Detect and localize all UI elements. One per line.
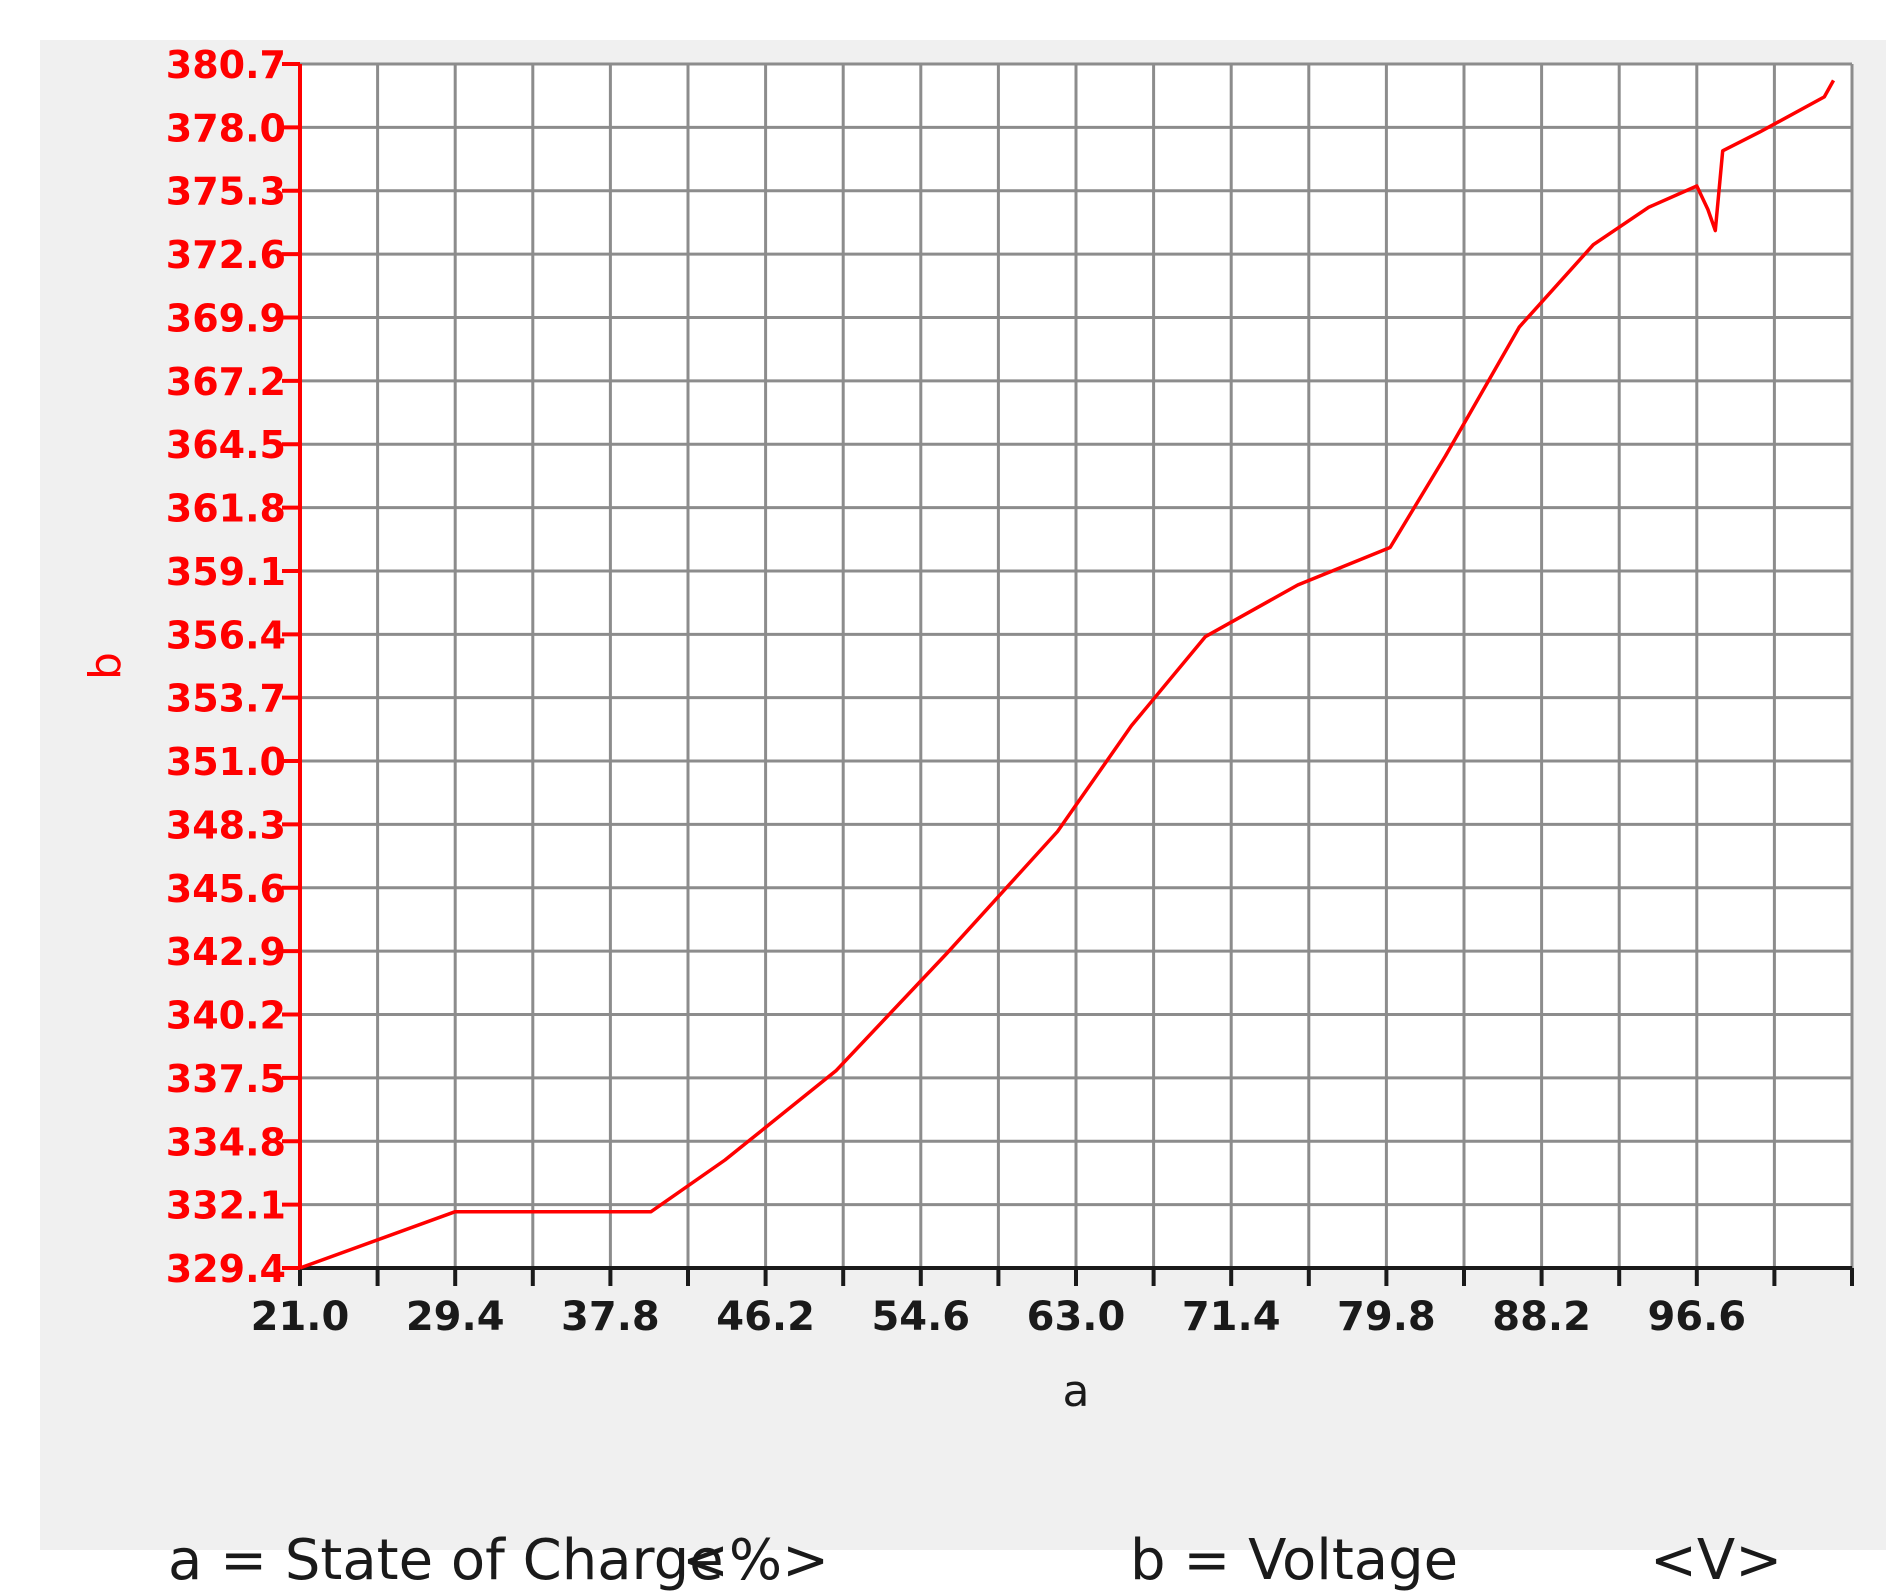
x-tick-label: 21.0 [251,1294,350,1340]
legend-a-label: a = State of Charge [168,1528,724,1593]
y-tick-label: 329.4 [166,1247,286,1291]
y-tick-label: 345.6 [166,867,286,911]
y-tick-label: 356.4 [166,613,286,657]
x-axis-label: a [1063,1366,1090,1417]
y-tick-label: 342.9 [166,930,286,974]
y-tick-label: 372.6 [166,233,286,277]
x-tick-label: 63.0 [1027,1294,1126,1340]
x-tick-label: 96.6 [1647,1294,1746,1340]
grid [300,62,1854,1268]
voltage-vs-soc-chart: 21.0 29.4 37.8 46.2 54.6 63.0 71.4 79.8 88.2 96.6… [80,43,1854,1417]
y-tick-label: 337.5 [166,1057,286,1101]
y-tick-label: 359.1 [166,550,286,594]
y-tick-label: 380.7 [166,43,286,87]
y-tick-label: 369.9 [166,296,286,340]
y-tick-label: 375.3 [166,170,286,214]
y-tick-label: 364.5 [166,423,286,467]
x-tick-label: 79.8 [1337,1294,1436,1340]
y-tick-label: 332.1 [166,1184,286,1228]
x-tick-label: 46.2 [716,1294,815,1340]
y-tick-label: 367.2 [166,360,286,404]
x-tick-label: 71.4 [1182,1294,1281,1340]
legend-a-unit: <%> [682,1528,830,1593]
y-tick-label: 351.0 [166,740,286,784]
x-tick-label: 37.8 [561,1294,660,1340]
y-tick-label: 353.7 [166,677,286,721]
y-tick-label: 340.2 [166,994,286,1038]
legend-b-label: b = Voltage [1130,1528,1459,1593]
legend-b-unit: <V> [1650,1528,1783,1593]
chart-panel: 21.0 29.4 37.8 46.2 54.6 63.0 71.4 79.8 88.2 96.6… [40,40,1886,1593]
y-tick-label: 348.3 [166,803,286,847]
series [299,79,1836,1270]
y-axis-label: b [80,652,131,680]
y-tick-label: 361.8 [166,487,286,531]
y-tick-label: 334.8 [166,1120,286,1164]
x-tick-label: 54.6 [871,1294,970,1340]
x-tick-label: 88.2 [1492,1294,1591,1340]
y-tick-label: 378.0 [166,106,286,150]
x-tick-label: 29.4 [406,1294,505,1340]
series-line [299,79,1836,1270]
axes: 21.0 29.4 37.8 46.2 54.6 63.0 71.4 79.8 88.2 96.6… [166,43,1854,1340]
